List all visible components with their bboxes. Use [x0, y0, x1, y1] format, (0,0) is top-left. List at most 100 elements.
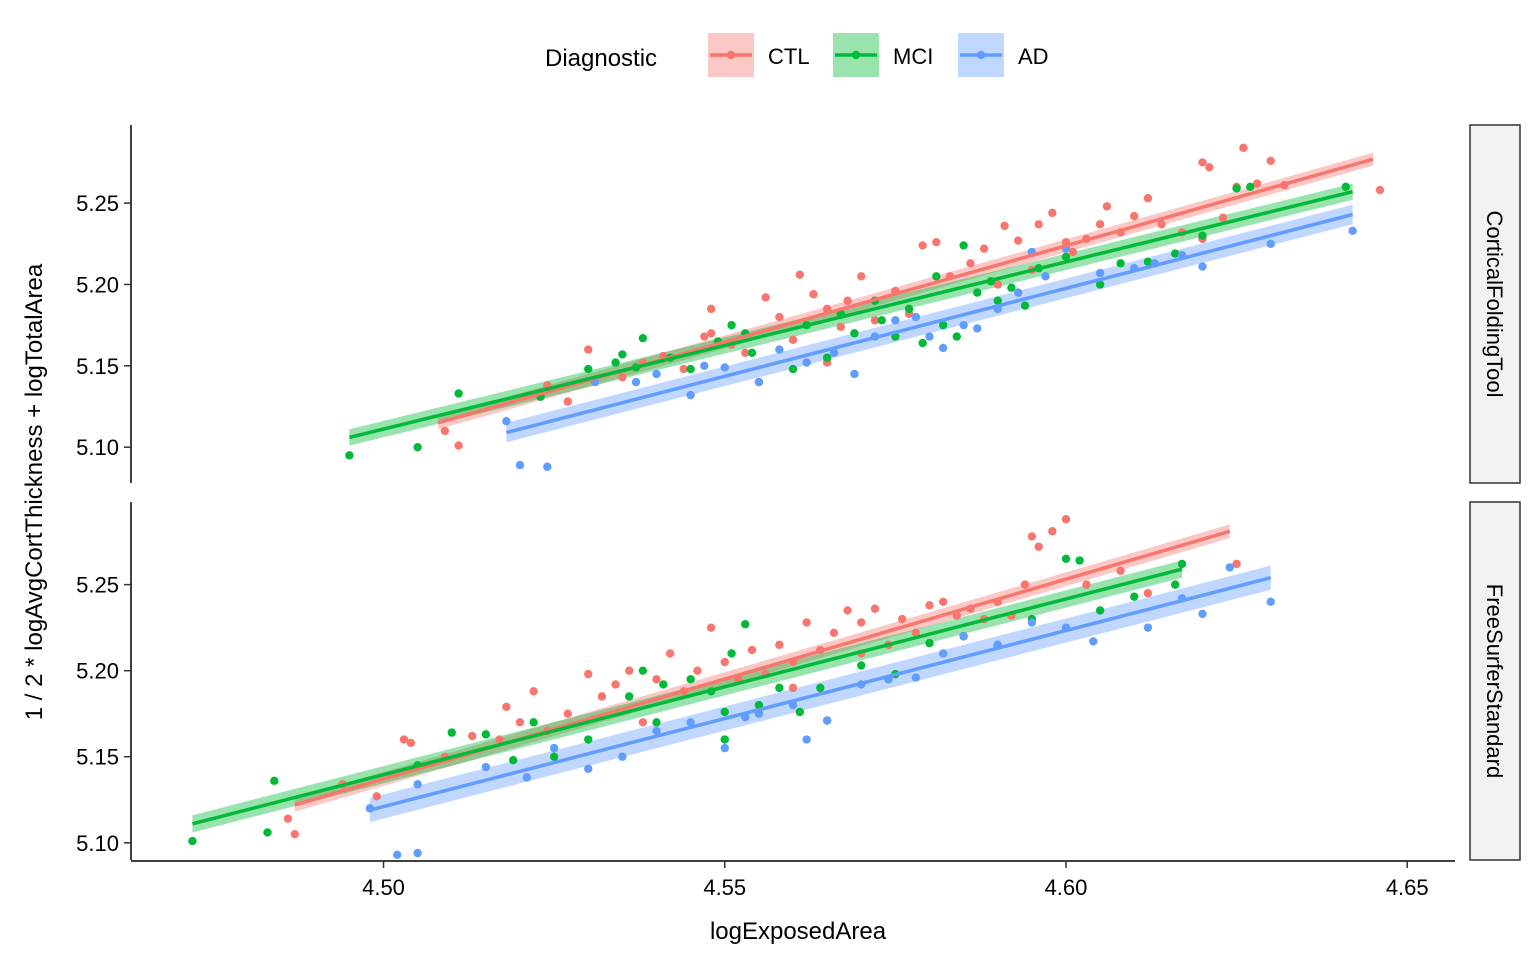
point-ctl — [652, 675, 661, 684]
point-ctl — [870, 604, 880, 613]
x-tick-label: 4.55 — [703, 875, 746, 900]
point-ad — [481, 762, 491, 772]
point-ctl — [741, 348, 750, 358]
point-ad — [522, 773, 532, 782]
point-ctl — [843, 296, 852, 305]
x-tick-label: 4.65 — [1386, 875, 1429, 900]
point-mci — [413, 443, 422, 452]
point-ctl — [495, 735, 504, 744]
point-ctl — [563, 709, 572, 718]
point-ctl — [1232, 559, 1241, 569]
point-ad — [392, 850, 402, 860]
point-ctl — [918, 241, 927, 250]
point-mci — [1075, 556, 1084, 565]
point-ad — [720, 363, 729, 372]
point-ad — [1027, 618, 1037, 627]
point-ad — [618, 752, 627, 761]
point-ad — [891, 316, 900, 325]
point-ctl — [625, 666, 634, 675]
point-mci — [549, 752, 559, 761]
point-ctl — [693, 666, 702, 675]
point-mci — [754, 700, 764, 710]
y-tick-label: 5.10 — [76, 831, 119, 856]
point-mci — [481, 730, 491, 739]
point-ctl — [843, 606, 852, 615]
point-ad — [1198, 262, 1207, 271]
point-ctl — [911, 628, 921, 638]
point-ad — [802, 358, 811, 367]
y-tick-label: 5.15 — [76, 745, 119, 770]
point-ctl — [1061, 515, 1071, 524]
point-mci — [1095, 280, 1105, 289]
point-ctl — [788, 683, 798, 693]
point-mci — [952, 332, 961, 341]
point-mci — [816, 683, 825, 693]
point-mci — [638, 666, 648, 675]
point-mci — [1116, 259, 1125, 268]
point-ad — [413, 848, 422, 858]
point-mci — [1007, 283, 1016, 292]
point-ctl — [706, 623, 716, 632]
point-mci — [659, 680, 668, 689]
point-mci — [625, 692, 634, 701]
facet-panel-freesurferstandard: 5.10 5.15 5.20 5.25 FreeSurferStandard — [76, 501, 1521, 861]
fit-line-ctl — [294, 529, 1231, 807]
legend-item-mci: MCI — [833, 33, 933, 77]
point-ctl — [761, 293, 770, 302]
point-ctl — [700, 332, 709, 341]
point-ctl — [1095, 220, 1105, 229]
point-ad — [584, 764, 593, 773]
point-ctl — [679, 364, 689, 374]
point-ad — [775, 345, 784, 354]
point-mci — [652, 718, 661, 727]
point-ad — [652, 726, 661, 736]
y-tick-label: 5.20 — [76, 272, 119, 297]
point-ad — [959, 632, 968, 641]
point-ctl — [836, 322, 845, 331]
x-axis: 4.50 4.55 4.60 4.65 — [131, 860, 1455, 900]
legend-key-point — [976, 50, 986, 60]
point-ctl — [1068, 247, 1078, 257]
point-mci — [686, 364, 695, 374]
point-ad — [829, 348, 839, 358]
y-tick-label: 5.15 — [76, 354, 119, 379]
point-ad — [925, 332, 934, 341]
point-ctl — [932, 237, 941, 247]
point-ad — [1266, 239, 1275, 248]
point-ctl — [993, 280, 1002, 289]
point-ad — [686, 390, 695, 400]
point-ad — [720, 743, 729, 753]
point-ctl — [1375, 185, 1385, 195]
point-ctl — [1157, 220, 1166, 229]
point-mci — [747, 348, 757, 358]
point-mci — [850, 329, 859, 338]
point-ctl — [529, 687, 538, 696]
facet-panel-corticalfoldingtool: 5.10 5.15 5.20 5.25 CorticalFoldingTool — [76, 124, 1521, 484]
point-ad — [1089, 637, 1098, 646]
point-ctl — [584, 669, 593, 679]
point-mci — [993, 296, 1002, 305]
point-mci — [877, 316, 886, 325]
point-ctl — [1034, 220, 1043, 229]
point-ad — [686, 718, 695, 727]
point-ad — [543, 462, 552, 471]
point-ctl — [638, 718, 648, 727]
point-ctl — [966, 259, 975, 268]
point-ctl — [775, 312, 784, 322]
point-mci — [822, 353, 832, 362]
point-mci — [1341, 182, 1351, 192]
point-ctl — [829, 628, 839, 638]
point-ad — [802, 735, 811, 744]
facet-strip-label: FreeSurferStandard — [1482, 584, 1507, 778]
point-ctl — [1116, 566, 1125, 576]
point-mci — [638, 333, 648, 343]
point-ad — [1348, 226, 1357, 235]
point-mci — [925, 638, 934, 648]
point-ctl — [1252, 179, 1262, 188]
point-ad — [850, 369, 859, 379]
point-mci — [938, 320, 948, 330]
legend-key-point — [726, 50, 736, 60]
point-mci — [720, 707, 729, 717]
point-mci — [1095, 606, 1105, 615]
point-mci — [973, 288, 982, 297]
